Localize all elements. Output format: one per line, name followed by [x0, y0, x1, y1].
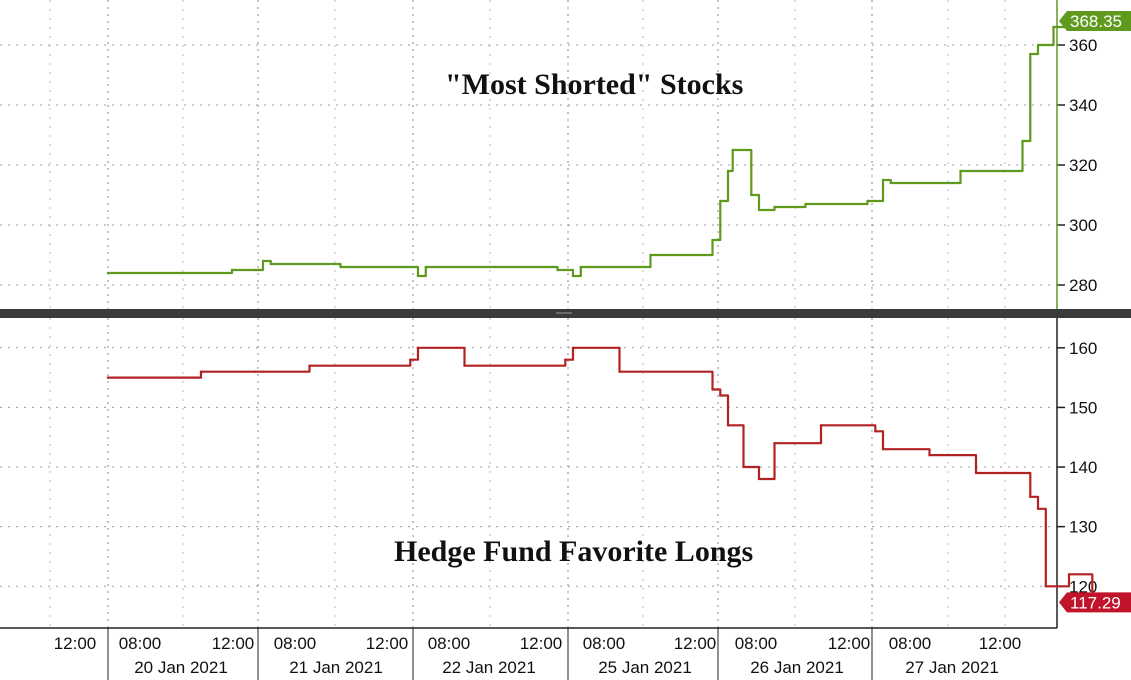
x-tick-date-label: 26 Jan 2021: [750, 658, 844, 677]
data-point: [618, 370, 621, 373]
last-value-label: 368.35: [1070, 12, 1122, 31]
data-point: [750, 193, 753, 197]
data-point: [254, 370, 257, 373]
data-point: [804, 202, 807, 206]
data-point: [416, 274, 420, 278]
y-tick-label: 160: [1069, 339, 1097, 358]
data-point: [424, 265, 427, 269]
x-tick-date-label: 27 Jan 2021: [905, 658, 999, 677]
data-point: [649, 253, 652, 257]
most-shorted-series-line: [108, 21, 1078, 278]
data-point: [106, 271, 110, 275]
data-point: [571, 346, 575, 350]
data-point: [401, 265, 404, 269]
x-tick-date-label: 20 Jan 2021: [134, 658, 228, 677]
last-value-badge: 368.35: [1059, 11, 1131, 31]
data-point: [463, 364, 466, 367]
data-point: [199, 370, 203, 373]
y-tick-label: 320: [1069, 156, 1097, 175]
x-tick-time-label: 08:00: [274, 634, 317, 653]
x-tick-time-label: 12:00: [979, 634, 1022, 653]
x-tick-date-label: 22 Jan 2021: [442, 658, 536, 677]
data-point: [564, 358, 567, 361]
y-tick-label: 340: [1069, 96, 1097, 115]
data-point: [1067, 573, 1071, 576]
data-point: [719, 394, 722, 397]
y-tick-label: 130: [1069, 518, 1097, 537]
x-tick-time-label: 08:00: [735, 634, 778, 653]
data-point: [1036, 43, 1040, 47]
y-tick-label: 360: [1069, 36, 1097, 55]
data-point: [773, 205, 776, 209]
data-point: [881, 447, 885, 451]
data-point: [1052, 25, 1055, 29]
data-point: [726, 169, 730, 173]
data-point: [866, 199, 869, 203]
x-tick-date-label: 21 Jan 2021: [289, 658, 383, 677]
y-tick-label: 150: [1069, 398, 1097, 417]
y-tick-label: 140: [1069, 458, 1097, 477]
data-point: [1029, 495, 1032, 499]
data-point: [106, 376, 110, 379]
x-tick-time-label: 08:00: [119, 634, 162, 653]
data-point: [819, 424, 823, 427]
data-point: [409, 358, 412, 361]
data-point: [889, 181, 892, 185]
last-value-badge: 117.29: [1059, 592, 1131, 613]
data-point: [928, 453, 931, 457]
data-point: [719, 199, 722, 203]
data-point: [261, 370, 265, 373]
data-point: [308, 364, 311, 367]
data-point: [579, 265, 582, 269]
x-tick-time-label: 08:00: [889, 634, 932, 653]
y-tick-label: 280: [1069, 276, 1097, 295]
data-point: [726, 424, 730, 427]
x-tick-time-label: 12:00: [54, 634, 97, 653]
data-point: [974, 471, 978, 475]
data-point: [773, 441, 776, 445]
data-point: [230, 268, 234, 272]
data-point: [874, 430, 877, 433]
x-tick-time-label: 12:00: [212, 634, 255, 653]
x-tick-time-label: 12:00: [520, 634, 563, 653]
y-tick-label: 120: [1069, 577, 1097, 596]
x-tick-time-label: 08:00: [428, 634, 471, 653]
last-value-label: 117.29: [1070, 593, 1121, 612]
data-point: [1036, 507, 1040, 510]
data-point: [571, 274, 575, 278]
data-point: [261, 259, 265, 263]
data-point: [742, 465, 745, 469]
data-point: [881, 178, 885, 182]
x-tick-time-label: 12:00: [828, 634, 871, 653]
data-point: [556, 268, 559, 272]
data-point: [494, 265, 497, 269]
data-point: [339, 265, 342, 269]
data-point: [1044, 585, 1047, 588]
data-point: [1029, 52, 1032, 56]
x-tick-date-label: 25 Jan 2021: [598, 658, 692, 677]
data-point: [757, 477, 761, 481]
bottom-chart-title: Hedge Fund Favorite Longs: [394, 535, 754, 568]
hedge-fund-longs-series-line: [108, 346, 1094, 603]
data-point: [711, 388, 714, 391]
last-value-badge-shape: [1059, 592, 1131, 613]
data-point: [416, 346, 420, 350]
data-point: [757, 208, 761, 212]
y-tick-label: 300: [1069, 216, 1097, 235]
data-point: [1021, 139, 1024, 143]
data-point: [959, 169, 962, 173]
x-tick-time-label: 12:00: [366, 634, 409, 653]
data-point: [254, 268, 257, 272]
top-chart-title: "Most Shorted" Stocks: [445, 68, 744, 101]
data-point: [269, 262, 272, 266]
data-point: [731, 148, 734, 152]
x-tick-time-label: 08:00: [583, 634, 626, 653]
x-tick-time-label: 12:00: [674, 634, 717, 653]
data-point: [711, 238, 714, 242]
last-value-badge-shape: [1059, 11, 1131, 31]
